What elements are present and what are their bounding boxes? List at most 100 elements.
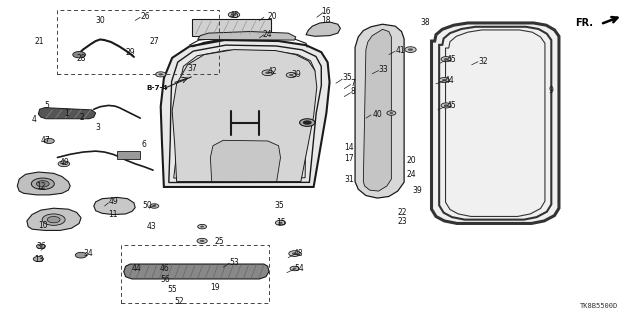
- Text: 45: 45: [446, 101, 456, 110]
- Text: 44: 44: [444, 76, 454, 84]
- Circle shape: [198, 224, 207, 229]
- Circle shape: [389, 112, 394, 114]
- Circle shape: [275, 220, 285, 225]
- Text: 6: 6: [141, 140, 147, 149]
- Text: 17: 17: [344, 154, 354, 163]
- Text: 13: 13: [35, 255, 44, 264]
- Text: 55: 55: [167, 285, 177, 294]
- Polygon shape: [306, 22, 340, 36]
- Text: 38: 38: [420, 19, 430, 28]
- Circle shape: [300, 119, 315, 126]
- Text: 18: 18: [321, 16, 331, 25]
- FancyBboxPatch shape: [192, 20, 271, 36]
- Text: 20: 20: [268, 12, 277, 21]
- Text: 23: 23: [397, 217, 408, 226]
- Circle shape: [200, 226, 204, 228]
- Text: 19: 19: [211, 283, 220, 292]
- Text: 49: 49: [60, 158, 70, 167]
- Circle shape: [152, 205, 156, 207]
- Text: 49: 49: [108, 197, 118, 206]
- Text: 8: 8: [351, 87, 355, 96]
- Text: 39: 39: [291, 70, 301, 79]
- Circle shape: [265, 71, 270, 74]
- Text: 33: 33: [379, 65, 388, 74]
- Bar: [121, 245, 269, 303]
- Circle shape: [404, 47, 416, 52]
- Circle shape: [387, 111, 396, 115]
- Text: 37: 37: [188, 64, 197, 73]
- Circle shape: [44, 139, 54, 143]
- Text: FR.: FR.: [575, 18, 593, 28]
- Circle shape: [290, 266, 299, 271]
- Text: 36: 36: [36, 242, 46, 251]
- Text: 10: 10: [38, 220, 48, 229]
- Circle shape: [197, 238, 207, 244]
- Text: 54: 54: [294, 264, 304, 273]
- Text: 47: 47: [41, 136, 51, 146]
- Polygon shape: [431, 23, 559, 223]
- Text: 27: 27: [149, 37, 159, 46]
- Text: 56: 56: [161, 276, 170, 284]
- Circle shape: [439, 77, 449, 83]
- Text: TK8B5500D: TK8B5500D: [580, 303, 618, 309]
- Circle shape: [441, 57, 451, 62]
- Circle shape: [441, 103, 451, 108]
- Circle shape: [289, 251, 300, 256]
- Text: 48: 48: [293, 249, 303, 258]
- Circle shape: [36, 180, 49, 187]
- Text: 34: 34: [83, 249, 93, 258]
- Circle shape: [292, 252, 297, 255]
- Circle shape: [33, 256, 44, 261]
- Text: 21: 21: [35, 37, 44, 46]
- Polygon shape: [161, 40, 330, 187]
- Text: 30: 30: [96, 16, 106, 25]
- Polygon shape: [172, 50, 317, 181]
- Text: 26: 26: [140, 12, 150, 21]
- Text: 41: 41: [395, 46, 405, 55]
- Text: 50: 50: [143, 202, 152, 211]
- Text: 45: 45: [446, 55, 456, 64]
- Circle shape: [159, 73, 163, 76]
- Text: 11: 11: [108, 210, 118, 219]
- Text: 46: 46: [159, 264, 169, 273]
- Circle shape: [31, 178, 54, 189]
- Text: 14: 14: [344, 143, 354, 152]
- Text: B-7-4: B-7-4: [147, 85, 168, 91]
- Text: 7: 7: [351, 79, 355, 88]
- Polygon shape: [124, 264, 269, 279]
- Circle shape: [47, 216, 60, 223]
- Text: 5: 5: [45, 101, 49, 110]
- Polygon shape: [198, 32, 296, 40]
- Circle shape: [286, 72, 296, 77]
- Circle shape: [444, 104, 449, 107]
- Text: 31: 31: [344, 175, 354, 184]
- Text: 2: 2: [79, 113, 84, 122]
- Circle shape: [232, 13, 237, 16]
- Text: 12: 12: [36, 182, 46, 191]
- Text: 25: 25: [215, 237, 225, 246]
- Circle shape: [228, 12, 240, 18]
- Circle shape: [42, 214, 65, 225]
- Text: 42: 42: [268, 67, 277, 76]
- Text: 3: 3: [96, 123, 100, 132]
- Text: 35: 35: [274, 201, 284, 210]
- Text: 39: 39: [412, 186, 422, 195]
- Text: 45: 45: [230, 11, 239, 20]
- Text: 15: 15: [276, 218, 286, 227]
- Text: 29: 29: [125, 48, 135, 57]
- Polygon shape: [38, 108, 96, 119]
- Polygon shape: [211, 140, 280, 181]
- Text: 44: 44: [132, 264, 142, 273]
- Circle shape: [36, 244, 45, 249]
- Circle shape: [408, 48, 413, 51]
- Text: 53: 53: [230, 258, 239, 267]
- Bar: [58, 10, 220, 74]
- Text: 24: 24: [262, 30, 272, 39]
- FancyBboxPatch shape: [117, 151, 140, 159]
- Circle shape: [61, 163, 67, 165]
- Text: 32: 32: [478, 57, 488, 66]
- Text: 24: 24: [406, 170, 415, 179]
- Polygon shape: [94, 197, 135, 215]
- Polygon shape: [364, 29, 392, 191]
- Circle shape: [278, 222, 283, 224]
